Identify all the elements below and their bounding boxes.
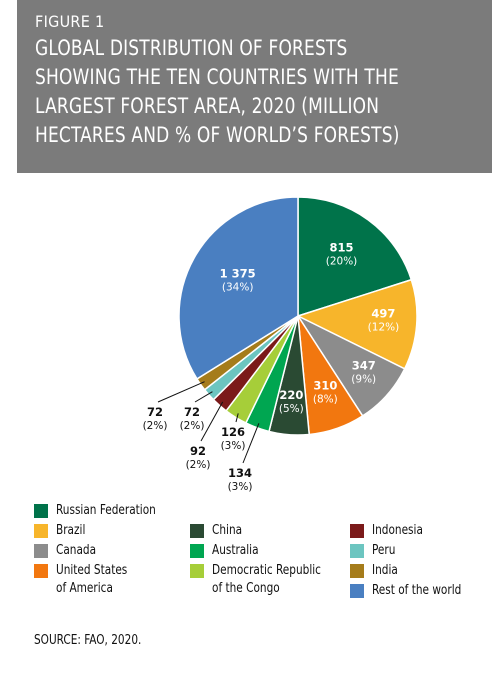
slice-value-label: 347 (352, 359, 376, 373)
slice-value-label: 310 (313, 379, 337, 393)
legend-label: Australia (212, 543, 259, 558)
legend-item-indonesia: Indonesia (350, 522, 429, 540)
slice-value-label: 815 (329, 240, 353, 254)
legend-swatch (350, 564, 364, 578)
legend-label: Peru (372, 543, 396, 558)
legend-swatch (190, 564, 204, 578)
slice-percent-label: (2%) (180, 420, 205, 432)
leader-line (200, 401, 224, 442)
slice-percent-label: (34%) (222, 281, 254, 293)
legend-item-india: India (350, 562, 401, 580)
pie-slice-rest-of-the-world (178, 196, 299, 380)
legend-item-australia: Australia (190, 542, 264, 560)
slice-percent-label: (3%) (221, 440, 246, 452)
legend-item-democratic-republic-of-the-congo: Democratic Republic of the Congo (190, 562, 333, 598)
slice-value-label: 220 (279, 388, 303, 402)
slice-value-label: 1 375 (220, 266, 256, 280)
leader-line (235, 413, 239, 423)
legend-item-united-states-of-america: United States of America (34, 562, 135, 598)
legend-swatch (350, 524, 364, 538)
legend-swatch (34, 524, 48, 538)
legend-label: Rest of the world (372, 583, 462, 598)
leader-line (157, 381, 205, 403)
leader-line (242, 423, 260, 464)
legend-swatch (34, 504, 48, 518)
legend-item-russian-federation: Russian Federation (34, 502, 167, 520)
figure-title: GLOBAL DISTRIBUTION OF FORESTS SHOWING T… (35, 36, 400, 148)
slice-value-label: 126 (221, 425, 245, 439)
legend-swatch (34, 564, 48, 578)
pie-slice-russian-federation (297, 196, 413, 318)
legend-label: India (372, 563, 398, 578)
legend-item-peru: Peru (350, 542, 398, 560)
figure-label: FIGURE 1 (35, 12, 105, 31)
legend-item-canada: Canada (34, 542, 101, 560)
slice-percent-label: (8%) (313, 394, 338, 406)
leader-line (194, 391, 213, 403)
legend-item-brazil: Brazil (34, 522, 89, 540)
legend-swatch (190, 544, 204, 558)
legend-label: Democratic Republic of the Congo (212, 563, 321, 596)
slice-value-label: 134 (228, 466, 252, 480)
legend-label: Russian Federation (56, 503, 156, 518)
legend-item-china: China (190, 522, 245, 540)
legend-swatch (34, 544, 48, 558)
legend: Russian Federation Brazil Canada United Sta… (34, 502, 474, 612)
legend-swatch (350, 544, 364, 558)
slice-value-label: 72 (147, 405, 163, 419)
legend-label: Brazil (56, 523, 86, 538)
slice-percent-label: (20%) (326, 255, 358, 267)
source-note: SOURCE: FAO, 2020. (34, 633, 142, 648)
legend-label: United States of America (56, 563, 128, 596)
slice-value-label: 497 (371, 306, 395, 320)
legend-label: Canada (56, 543, 97, 558)
legend-swatch (190, 524, 204, 538)
slice-value-label: 72 (184, 405, 200, 419)
figure-header: FIGURE 1 GLOBAL DISTRIBUTION OF FORESTS … (17, 0, 492, 173)
legend-swatch (350, 584, 364, 598)
pie-slice-brazil (296, 278, 418, 370)
pie-chart: 815(20%) 497(12%) 347(9%) 310(8%) 220(5%) 134… (143, 196, 418, 493)
slice-percent-label: (2%) (143, 420, 168, 432)
slice-value-label: 92 (190, 444, 206, 458)
legend-item-rest-of-the-world: Rest of the world (350, 582, 471, 600)
slice-percent-label: (3%) (228, 481, 253, 493)
slice-percent-label: (9%) (351, 374, 376, 386)
slice-percent-label: (12%) (368, 321, 400, 333)
slice-percent-label: (5%) (279, 403, 304, 415)
legend-label: Indonesia (372, 523, 423, 538)
legend-label: China (212, 523, 243, 538)
slice-percent-label: (2%) (186, 459, 211, 471)
